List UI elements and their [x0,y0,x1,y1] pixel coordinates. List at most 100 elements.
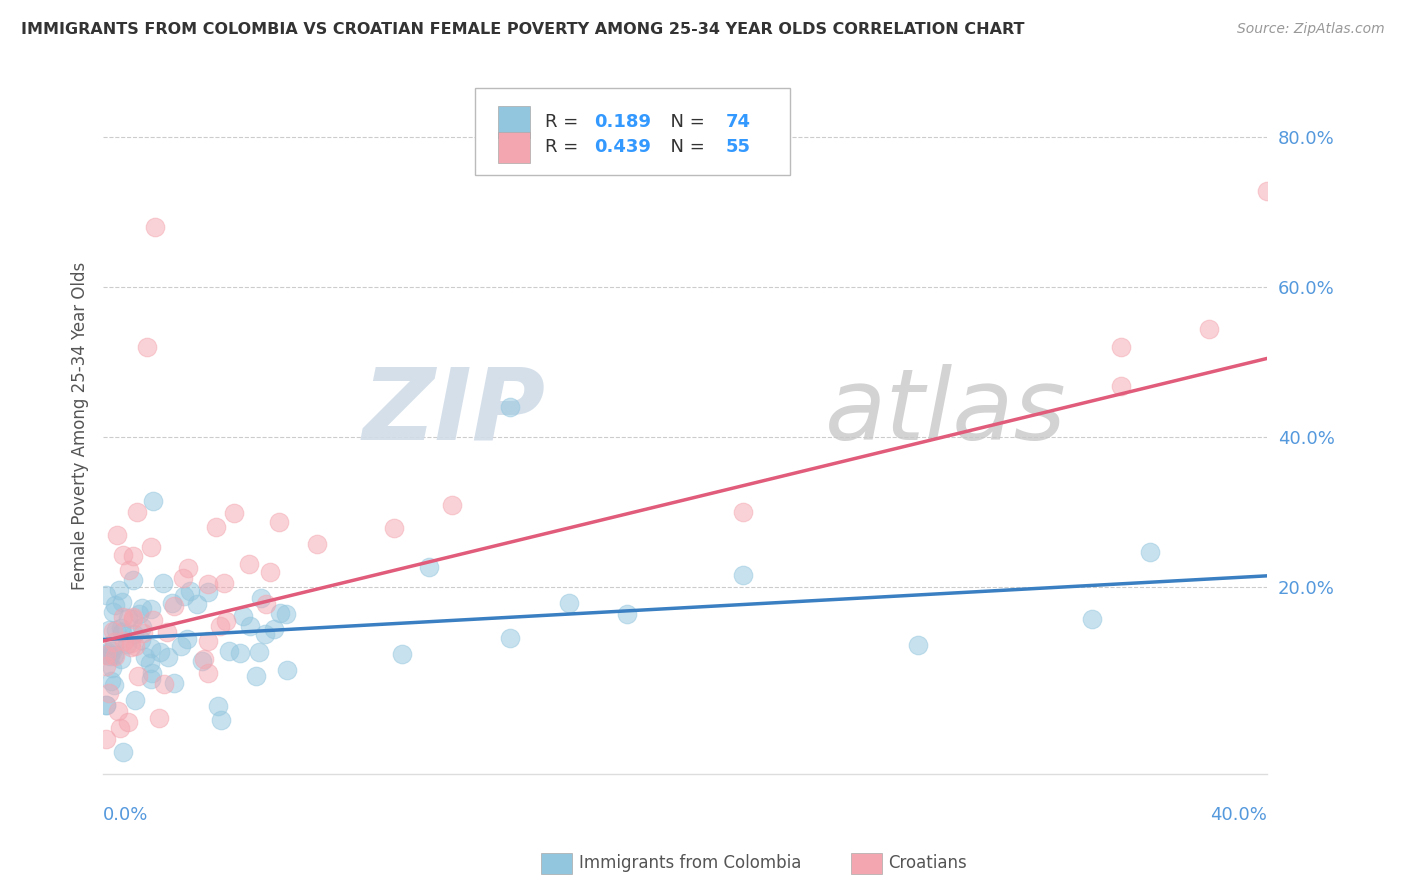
FancyBboxPatch shape [475,88,790,175]
Text: 0.0%: 0.0% [103,806,149,824]
Text: ZIP: ZIP [363,364,546,460]
Point [733,505,755,519]
Point [208,619,231,633]
Point [145,220,167,235]
Point [177,561,200,575]
Point [142,494,165,508]
Point [108,721,131,735]
Point [94,587,117,601]
Text: Immigrants from Colombia: Immigrants from Colombia [579,855,801,872]
Point [122,627,145,641]
Point [139,602,162,616]
Text: 0.189: 0.189 [595,113,651,131]
Point [142,613,165,627]
Point [96,645,118,659]
Text: Source: ZipAtlas.com: Source: ZipAtlas.com [1237,22,1385,37]
Point [139,656,162,670]
Text: 0.439: 0.439 [595,138,651,156]
Point [1111,340,1133,354]
Point [112,633,135,648]
Point [141,666,163,681]
Point [733,568,755,582]
Point [197,665,219,680]
Point [186,597,208,611]
Point [127,669,149,683]
Point [259,566,281,580]
Point [117,714,139,729]
Point [135,340,157,354]
Point [111,745,134,759]
Point [149,645,172,659]
Text: N =: N = [659,138,711,156]
Point [499,401,522,415]
Point [267,515,290,529]
Text: R =: R = [546,113,585,131]
Point [100,673,122,688]
FancyBboxPatch shape [498,106,530,137]
Point [115,637,138,651]
Point [96,659,118,673]
Point [94,648,117,662]
Point [1256,184,1278,198]
Point [418,560,440,574]
Point [124,693,146,707]
Point [104,624,127,638]
Point [128,607,150,621]
Point [305,537,328,551]
Point [94,731,117,746]
Point [382,521,405,535]
Point [139,673,162,687]
Point [132,626,155,640]
Point [120,640,142,654]
Point [441,498,464,512]
Point [98,686,121,700]
Point [141,541,163,555]
Point [105,528,128,542]
Point [110,621,132,635]
FancyBboxPatch shape [498,132,530,163]
Point [197,585,219,599]
Point [197,576,219,591]
Point [101,661,124,675]
Point [247,645,270,659]
Point [131,620,153,634]
Point [129,633,152,648]
Point [173,589,195,603]
Point [207,698,229,713]
Point [117,611,139,625]
Point [101,624,124,638]
Point [110,651,132,665]
Point [176,632,198,647]
Point [170,639,193,653]
Point [156,649,179,664]
Text: IMMIGRANTS FROM COLOMBIA VS CROATIAN FEMALE POVERTY AMONG 25-34 YEAR OLDS CORREL: IMMIGRANTS FROM COLOMBIA VS CROATIAN FEM… [21,22,1025,37]
Point [163,599,186,614]
Point [172,572,194,586]
Point [218,644,240,658]
Point [156,624,179,639]
Point [160,595,183,609]
Point [197,634,219,648]
Point [94,698,117,712]
Point [131,601,153,615]
Point [111,609,134,624]
Point [108,582,131,597]
Y-axis label: Female Poverty Among 25-34 Year Olds: Female Poverty Among 25-34 Year Olds [72,262,89,591]
Point [122,611,145,625]
Point [209,713,232,727]
Text: 40.0%: 40.0% [1211,806,1267,824]
Point [274,607,297,622]
Point [103,648,125,662]
Point [238,557,260,571]
Point [215,614,238,628]
Point [101,605,124,619]
Point [214,576,236,591]
Point [616,607,638,621]
Point [148,711,170,725]
Point [120,636,142,650]
Point [125,505,148,519]
Point [101,644,124,658]
Point [249,591,271,605]
Point [94,647,117,661]
Point [152,677,174,691]
